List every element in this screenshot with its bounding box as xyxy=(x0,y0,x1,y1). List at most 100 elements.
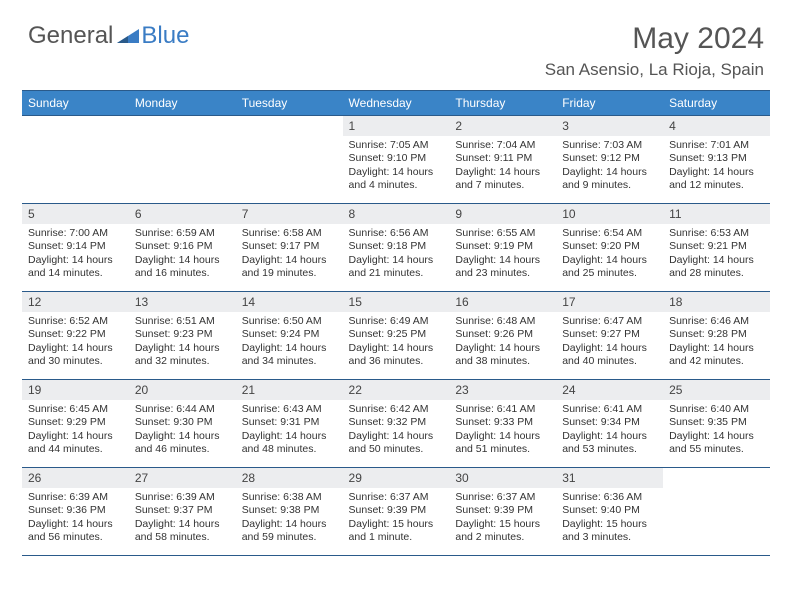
daylight-text: Daylight: 14 hours and 9 minutes. xyxy=(562,166,657,193)
daylight-text: Daylight: 14 hours and 44 minutes. xyxy=(28,430,123,457)
day-details: Sunrise: 6:41 AMSunset: 9:34 PMDaylight:… xyxy=(556,400,663,461)
daylight-text: Daylight: 14 hours and 59 minutes. xyxy=(242,518,337,545)
calendar-day-cell: 18Sunrise: 6:46 AMSunset: 9:28 PMDayligh… xyxy=(663,292,770,380)
calendar-day-cell: 19Sunrise: 6:45 AMSunset: 9:29 PMDayligh… xyxy=(22,380,129,468)
daylight-text: Daylight: 14 hours and 50 minutes. xyxy=(349,430,444,457)
day-details: Sunrise: 6:39 AMSunset: 9:37 PMDaylight:… xyxy=(129,488,236,549)
daylight-text: Daylight: 14 hours and 23 minutes. xyxy=(455,254,550,281)
sunrise-text: Sunrise: 6:41 AM xyxy=(455,403,550,416)
sunset-text: Sunset: 9:29 PM xyxy=(28,416,123,429)
day-details: Sunrise: 6:44 AMSunset: 9:30 PMDaylight:… xyxy=(129,400,236,461)
sunrise-text: Sunrise: 7:05 AM xyxy=(349,139,444,152)
calendar-day-cell: 7Sunrise: 6:58 AMSunset: 9:17 PMDaylight… xyxy=(236,204,343,292)
sunset-text: Sunset: 9:13 PM xyxy=(669,152,764,165)
sunset-text: Sunset: 9:18 PM xyxy=(349,240,444,253)
sunrise-text: Sunrise: 6:52 AM xyxy=(28,315,123,328)
day-number: 2 xyxy=(449,116,556,136)
daylight-text: Daylight: 14 hours and 51 minutes. xyxy=(455,430,550,457)
calendar-day-cell: 6Sunrise: 6:59 AMSunset: 9:16 PMDaylight… xyxy=(129,204,236,292)
day-number: 16 xyxy=(449,292,556,312)
day-number xyxy=(129,116,236,122)
logo-text-blue: Blue xyxy=(141,22,189,50)
location-text: San Asensio, La Rioja, Spain xyxy=(545,60,764,80)
day-details: Sunrise: 7:01 AMSunset: 9:13 PMDaylight:… xyxy=(663,136,770,197)
day-header: Tuesday xyxy=(236,91,343,116)
day-number: 4 xyxy=(663,116,770,136)
sunrise-text: Sunrise: 6:37 AM xyxy=(455,491,550,504)
calendar-day-cell: 15Sunrise: 6:49 AMSunset: 9:25 PMDayligh… xyxy=(343,292,450,380)
daylight-text: Daylight: 15 hours and 3 minutes. xyxy=(562,518,657,545)
calendar-day-cell: 21Sunrise: 6:43 AMSunset: 9:31 PMDayligh… xyxy=(236,380,343,468)
calendar-day-cell: 16Sunrise: 6:48 AMSunset: 9:26 PMDayligh… xyxy=(449,292,556,380)
day-number: 29 xyxy=(343,468,450,488)
sunrise-text: Sunrise: 6:59 AM xyxy=(135,227,230,240)
daylight-text: Daylight: 15 hours and 2 minutes. xyxy=(455,518,550,545)
sunset-text: Sunset: 9:23 PM xyxy=(135,328,230,341)
sunset-text: Sunset: 9:22 PM xyxy=(28,328,123,341)
calendar-day-cell: 22Sunrise: 6:42 AMSunset: 9:32 PMDayligh… xyxy=(343,380,450,468)
day-number: 17 xyxy=(556,292,663,312)
day-details: Sunrise: 6:52 AMSunset: 9:22 PMDaylight:… xyxy=(22,312,129,373)
day-number: 25 xyxy=(663,380,770,400)
sunrise-text: Sunrise: 7:04 AM xyxy=(455,139,550,152)
sunset-text: Sunset: 9:16 PM xyxy=(135,240,230,253)
sunset-text: Sunset: 9:14 PM xyxy=(28,240,123,253)
sunrise-text: Sunrise: 6:38 AM xyxy=(242,491,337,504)
calendar-day-cell xyxy=(22,116,129,204)
calendar-day-cell: 12Sunrise: 6:52 AMSunset: 9:22 PMDayligh… xyxy=(22,292,129,380)
sunset-text: Sunset: 9:39 PM xyxy=(349,504,444,517)
calendar-day-cell: 1Sunrise: 7:05 AMSunset: 9:10 PMDaylight… xyxy=(343,116,450,204)
day-number xyxy=(22,116,129,122)
logo-text-general: General xyxy=(28,22,113,50)
sunrise-text: Sunrise: 6:43 AM xyxy=(242,403,337,416)
sunset-text: Sunset: 9:31 PM xyxy=(242,416,337,429)
calendar-week-row: 5Sunrise: 7:00 AMSunset: 9:14 PMDaylight… xyxy=(22,204,770,292)
sunset-text: Sunset: 9:38 PM xyxy=(242,504,337,517)
calendar-day-cell: 10Sunrise: 6:54 AMSunset: 9:20 PMDayligh… xyxy=(556,204,663,292)
day-number: 30 xyxy=(449,468,556,488)
day-details: Sunrise: 6:54 AMSunset: 9:20 PMDaylight:… xyxy=(556,224,663,285)
day-number xyxy=(663,468,770,474)
daylight-text: Daylight: 14 hours and 16 minutes. xyxy=(135,254,230,281)
day-details: Sunrise: 6:37 AMSunset: 9:39 PMDaylight:… xyxy=(343,488,450,549)
daylight-text: Daylight: 14 hours and 21 minutes. xyxy=(349,254,444,281)
sunset-text: Sunset: 9:19 PM xyxy=(455,240,550,253)
title-block: May 2024 San Asensio, La Rioja, Spain xyxy=(545,22,764,80)
sunset-text: Sunset: 9:12 PM xyxy=(562,152,657,165)
calendar-day-cell: 30 Sunrise: 6:37 AMSunset: 9:39 PMDayligh… xyxy=(449,468,556,556)
day-number: 1 xyxy=(343,116,450,136)
sunset-text: Sunset: 9:20 PM xyxy=(562,240,657,253)
sunset-text: Sunset: 9:25 PM xyxy=(349,328,444,341)
sunrise-text: Sunrise: 6:51 AM xyxy=(135,315,230,328)
sunset-text: Sunset: 9:32 PM xyxy=(349,416,444,429)
sunset-text: Sunset: 9:17 PM xyxy=(242,240,337,253)
sunset-text: Sunset: 9:10 PM xyxy=(349,152,444,165)
calendar-day-cell: 28Sunrise: 6:38 AMSunset: 9:38 PMDayligh… xyxy=(236,468,343,556)
sunset-text: Sunset: 9:39 PM xyxy=(455,504,550,517)
sunrise-text: Sunrise: 6:39 AM xyxy=(135,491,230,504)
daylight-text: Daylight: 14 hours and 25 minutes. xyxy=(562,254,657,281)
calendar-week-row: 1 Sunrise: 7:05 AMSunset: 9:10 PM Daylight… xyxy=(22,116,770,204)
day-header: Wednesday xyxy=(343,91,450,116)
day-header: Friday xyxy=(556,91,663,116)
day-details: Sunrise: 6:38 AMSunset: 9:38 PMDaylight:… xyxy=(236,488,343,549)
sunrise-text: Sunrise: 6:44 AM xyxy=(135,403,230,416)
calendar-table: Sunday Monday Tuesday Wednesday Thursday… xyxy=(22,90,770,556)
day-number: 31 xyxy=(556,468,663,488)
calendar-week-row: 12Sunrise: 6:52 AMSunset: 9:22 PMDayligh… xyxy=(22,292,770,380)
day-number: 11 xyxy=(663,204,770,224)
sunset-text: Sunset: 9:11 PM xyxy=(455,152,550,165)
calendar-day-cell: 4Sunrise: 7:01 AMSunset: 9:13 PMDaylight… xyxy=(663,116,770,204)
day-details: Sunrise: 6:47 AMSunset: 9:27 PMDaylight:… xyxy=(556,312,663,373)
day-header-row: Sunday Monday Tuesday Wednesday Thursday… xyxy=(22,91,770,116)
day-details: Sunrise: 6:39 AMSunset: 9:36 PMDaylight:… xyxy=(22,488,129,549)
day-details: Sunrise: 6:56 AMSunset: 9:18 PMDaylight:… xyxy=(343,224,450,285)
day-details: Sunrise: 6:55 AMSunset: 9:19 PMDaylight:… xyxy=(449,224,556,285)
day-header: Thursday xyxy=(449,91,556,116)
calendar-day-cell: 26Sunrise: 6:39 AMSunset: 9:36 PMDayligh… xyxy=(22,468,129,556)
daylight-text: Daylight: 14 hours and 12 minutes. xyxy=(669,166,764,193)
calendar-day-cell: 2Sunrise: 7:04 AMSunset: 9:11 PMDaylight… xyxy=(449,116,556,204)
sunset-text: Sunset: 9:34 PM xyxy=(562,416,657,429)
calendar-day-cell: 3Sunrise: 7:03 AMSunset: 9:12 PMDaylight… xyxy=(556,116,663,204)
day-number: 3 xyxy=(556,116,663,136)
